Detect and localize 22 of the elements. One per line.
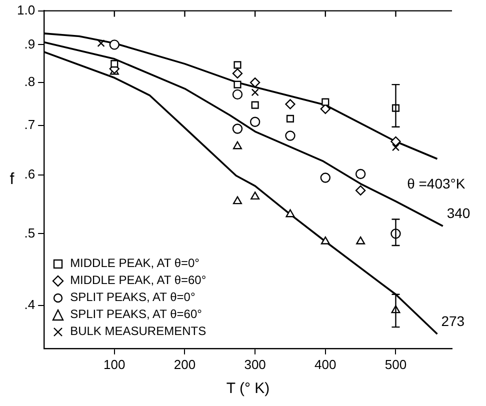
legend-label: MIDDLE PEAK, AT θ=60° bbox=[70, 272, 206, 290]
y-tick-label: .5 bbox=[24, 225, 36, 240]
y-tick-label: 1.0 bbox=[16, 2, 36, 18]
annotation: 340 bbox=[446, 204, 470, 221]
x-axis-title: T (° K) bbox=[226, 380, 270, 398]
y-axis-title: f bbox=[10, 171, 15, 188]
y-tick-label: .7 bbox=[24, 117, 36, 132]
y-tick-label: .6 bbox=[24, 166, 36, 182]
x-tick-label: 400 bbox=[314, 356, 336, 372]
x-tick-label: 300 bbox=[244, 356, 266, 372]
y-tick-label: .4 bbox=[24, 297, 36, 312]
legend-label: SPLIT PEAKS, AT θ=60° bbox=[70, 306, 202, 324]
x-tick-label: 100 bbox=[104, 356, 126, 372]
legend-label: BULK MEASUREMENTS bbox=[70, 323, 206, 340]
x-tick-label: 500 bbox=[384, 356, 407, 372]
x-tick-label: 200 bbox=[174, 356, 196, 372]
legend-label: SPLIT PEAKS, AT θ=0° bbox=[70, 289, 196, 306]
annotation: θ =403°K bbox=[407, 176, 466, 192]
legend-label: MIDDLE PEAK, AT θ=0° bbox=[70, 255, 200, 272]
y-tick-label: .8 bbox=[24, 74, 36, 90]
y-tick-label: .9 bbox=[24, 36, 36, 52]
annotation: 273 bbox=[441, 312, 465, 329]
